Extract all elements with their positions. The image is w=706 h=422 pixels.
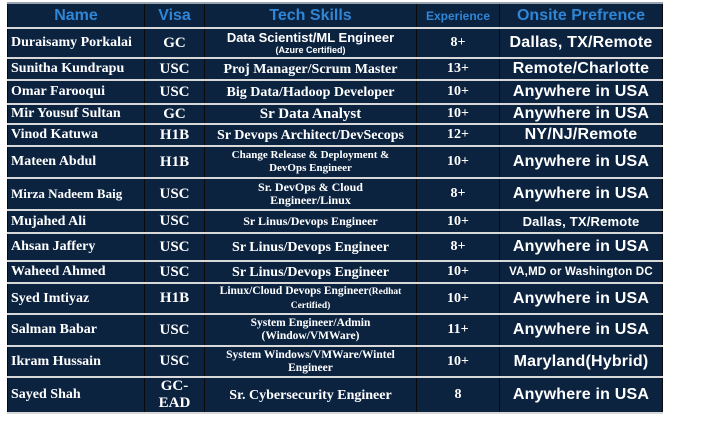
cell-visa: H1B bbox=[144, 146, 205, 178]
cell-skill: Change Release & Deployment & DevOps Eng… bbox=[204, 146, 417, 178]
cell-experience: 10+ bbox=[416, 210, 500, 233]
header-name: Name bbox=[7, 3, 145, 28]
cell-onsite: NY/NJ/Remote bbox=[499, 124, 663, 146]
cell-skill: Sr. Cybersecurity Engineer bbox=[204, 377, 417, 413]
cell-experience: 12+ bbox=[416, 124, 500, 146]
cell-experience: 10+ bbox=[416, 80, 500, 104]
table-row: Mateen Abdul H1B Change Release & Deploy… bbox=[7, 146, 663, 178]
cell-skill: Sr Linus/Devops Engineer bbox=[204, 261, 417, 283]
cell-visa: H1B bbox=[144, 283, 205, 314]
cell-name: Mateen Abdul bbox=[7, 146, 145, 178]
skill-note: (Azure Certified) bbox=[275, 44, 346, 55]
cell-visa: USC bbox=[144, 178, 205, 210]
cell-visa: USC bbox=[144, 58, 205, 80]
cell-experience: 10+ bbox=[416, 146, 500, 178]
cell-onsite: Remote/Charlotte bbox=[499, 58, 663, 80]
cell-onsite: Maryland(Hybrid) bbox=[499, 346, 663, 377]
cell-name: Ahsan Jaffery bbox=[7, 233, 145, 261]
cell-experience: 8+ bbox=[416, 28, 500, 58]
table-row: Sunitha Kundrapu USC Proj Manager/Scrum … bbox=[7, 58, 663, 80]
cell-name: Sunitha Kundrapu bbox=[7, 58, 145, 80]
table-row: Syed Imtiyaz H1B Linux/Cloud Devops Engi… bbox=[7, 283, 663, 314]
cell-name: Duraisamy Porkalai bbox=[7, 28, 145, 58]
cell-name: Mir Yousuf Sultan bbox=[7, 104, 145, 124]
cell-visa: USC bbox=[144, 346, 205, 377]
table-row: Mirza Nadeem Baig USC Sr. DevOps & Cloud… bbox=[7, 178, 663, 210]
cell-skill: Sr Data Analyst bbox=[204, 104, 417, 124]
candidate-table: Name Visa Tech Skills Experience Onsite … bbox=[7, 2, 663, 414]
skill-text: Linux/Cloud Devops Engineer bbox=[219, 284, 369, 297]
cell-name: Omar Farooqui bbox=[7, 80, 145, 104]
cell-experience: 10+ bbox=[416, 346, 500, 377]
cell-onsite: Anywhere in USA bbox=[499, 146, 663, 178]
cell-onsite: VA,MD or Washington DC bbox=[499, 261, 663, 283]
cell-skill: Sr Linus/Devops Engineer bbox=[204, 233, 417, 261]
header-experience: Experience bbox=[416, 3, 500, 28]
cell-skill: Proj Manager/Scrum Master bbox=[204, 58, 417, 80]
cell-visa: GC bbox=[144, 104, 205, 124]
cell-experience: 13+ bbox=[416, 58, 500, 80]
table-row: Sayed Shah GC-EAD Sr. Cybersecurity Engi… bbox=[7, 377, 663, 413]
table-row: Mujahed Ali USC Sr Linus/Devops Engineer… bbox=[7, 210, 663, 233]
cell-visa: USC bbox=[144, 210, 205, 233]
cell-name: Waheed Ahmed bbox=[7, 261, 145, 283]
cell-skill: System Engineer/Admin (Window/VMWare) bbox=[204, 314, 417, 346]
table-row: Waheed Ahmed USC Sr Linus/Devops Enginee… bbox=[7, 261, 663, 283]
cell-onsite: Anywhere in USA bbox=[499, 104, 663, 124]
cell-experience: 8 bbox=[416, 377, 500, 413]
cell-visa: GC bbox=[144, 28, 205, 58]
cell-experience: 8+ bbox=[416, 178, 500, 210]
cell-onsite: Anywhere in USA bbox=[499, 283, 663, 314]
cell-skill: Sr Linus/Devops Engineer bbox=[204, 210, 417, 233]
cell-visa: USC bbox=[144, 80, 205, 104]
table-row: Omar Farooqui USC Big Data/Hadoop Develo… bbox=[7, 80, 663, 104]
cell-onsite: Anywhere in USA bbox=[499, 377, 663, 413]
cell-visa: GC-EAD bbox=[144, 377, 205, 413]
skill-text: Data Scientist/ML Engineer bbox=[226, 29, 395, 45]
table-row: Salman Babar USC System Engineer/Admin (… bbox=[7, 314, 663, 346]
skill-text: System Engineer/Admin (Window/VMWare) bbox=[250, 317, 371, 342]
cell-onsite: Anywhere in USA bbox=[499, 233, 663, 261]
table-row: Vinod Katuwa H1B Sr Devops Architect/Dev… bbox=[7, 124, 663, 146]
table-row: Ikram Hussain USC System Windows/VMWare/… bbox=[7, 346, 663, 377]
cell-onsite: Dallas, TX/Remote bbox=[499, 28, 663, 58]
cell-skill: Sr. DevOps & Cloud Engineer/Linux bbox=[204, 178, 417, 210]
skill-note: (Redhat Certified) bbox=[290, 286, 402, 311]
cell-visa: USC bbox=[144, 233, 205, 261]
cell-name: Vinod Katuwa bbox=[7, 124, 145, 146]
cell-onsite: Dallas, TX/Remote bbox=[499, 210, 663, 233]
cell-experience: 10+ bbox=[416, 261, 500, 283]
cell-onsite: Anywhere in USA bbox=[499, 178, 663, 210]
cell-skill: Big Data/Hadoop Developer bbox=[204, 80, 417, 104]
cell-name: Mujahed Ali bbox=[7, 210, 145, 233]
cell-skill: System Windows/VMWare/Wintel Engineer bbox=[204, 346, 417, 377]
cell-visa: USC bbox=[144, 261, 205, 283]
cell-experience: 10+ bbox=[416, 283, 500, 314]
cell-visa: H1B bbox=[144, 124, 205, 146]
cell-name: Syed Imtiyaz bbox=[7, 283, 145, 314]
cell-name: Salman Babar bbox=[7, 314, 145, 346]
cell-onsite: Anywhere in USA bbox=[499, 80, 663, 104]
skill-text: Sr. DevOps & Cloud Engineer/Linux bbox=[258, 180, 363, 207]
header-tech-skills: Tech Skills bbox=[204, 3, 417, 28]
header-visa: Visa bbox=[144, 3, 205, 28]
cell-experience: 10+ bbox=[416, 104, 500, 124]
cell-skill: Data Scientist/ML Engineer (Azure Certifi… bbox=[204, 28, 417, 58]
cell-skill: Linux/Cloud Devops Engineer(Redhat Certi… bbox=[204, 283, 417, 314]
header-row: Name Visa Tech Skills Experience Onsite … bbox=[7, 3, 663, 28]
table-row: Mir Yousuf Sultan GC Sr Data Analyst 10+… bbox=[7, 104, 663, 124]
cell-skill: Sr Devops Architect/DevSecops bbox=[204, 124, 417, 146]
table-row: Ahsan Jaffery USC Sr Linus/Devops Engine… bbox=[7, 233, 663, 261]
table-row: Duraisamy Porkalai GC Data Scientist/ML … bbox=[7, 28, 663, 58]
cell-name: Ikram Hussain bbox=[7, 346, 145, 377]
header-onsite-preference: Onsite Prefrence bbox=[499, 3, 663, 28]
cell-visa: USC bbox=[144, 314, 205, 346]
cell-experience: 8+ bbox=[416, 233, 500, 261]
skill-text: Change Release & Deployment & DevOps Eng… bbox=[231, 149, 390, 174]
cell-experience: 11+ bbox=[416, 314, 500, 346]
cell-name: Sayed Shah bbox=[7, 377, 145, 413]
cell-onsite: Anywhere in USA bbox=[499, 314, 663, 346]
cell-name: Mirza Nadeem Baig bbox=[7, 178, 145, 210]
